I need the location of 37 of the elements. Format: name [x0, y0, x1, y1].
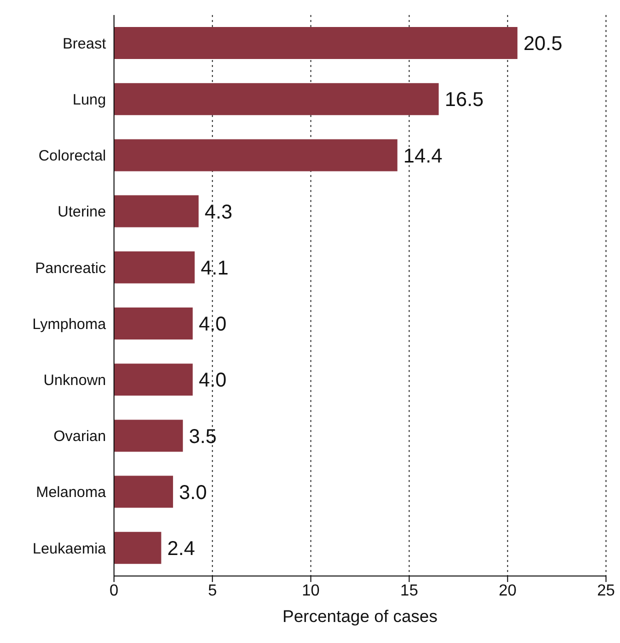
- bar: [114, 476, 174, 508]
- data-label: 3.5: [188, 426, 217, 448]
- y-tick-label: Lung: [72, 91, 106, 108]
- y-tick-label: Ovarian: [53, 428, 106, 446]
- x-tick-label: 20: [498, 582, 517, 600]
- bar: [114, 27, 518, 59]
- y-tick-label: Breast: [62, 35, 107, 52]
- data-label: 3.0: [179, 482, 207, 504]
- y-tick-label: Leukaemia: [32, 540, 107, 558]
- x-tick-label: 25: [597, 582, 615, 600]
- data-label: 4.1: [200, 258, 228, 280]
- x-tick-label: 0: [110, 582, 119, 600]
- y-tick-label: Pancreatic: [35, 260, 106, 277]
- data-label: 4.0: [198, 314, 227, 336]
- data-label: 2.4: [167, 538, 196, 560]
- data-label: 16.5: [444, 89, 484, 112]
- y-tick-label: Unknown: [43, 372, 106, 389]
- bar: [114, 139, 398, 172]
- bar: [114, 420, 183, 452]
- data-label: 4.3: [204, 201, 232, 224]
- data-label: 14.4: [403, 145, 442, 168]
- data-label: 20.5: [523, 33, 562, 56]
- x-tick-label: 10: [302, 582, 320, 600]
- x-axis-title: Percentage of cases: [282, 607, 438, 626]
- y-tick-label: Uterine: [58, 204, 106, 221]
- bar: [114, 195, 199, 228]
- y-tick-label: Colorectal: [38, 148, 106, 165]
- bar: [114, 532, 162, 564]
- x-tick-label: 5: [208, 582, 217, 600]
- bar: [114, 308, 193, 340]
- bar: [114, 251, 195, 284]
- bar: [114, 364, 193, 396]
- data-label: 4.0: [198, 370, 227, 392]
- y-tick-label: Melanoma: [36, 484, 107, 502]
- y-tick-label: Lymphoma: [32, 316, 107, 333]
- bar: [114, 83, 439, 116]
- x-tick-label: 15: [400, 582, 418, 600]
